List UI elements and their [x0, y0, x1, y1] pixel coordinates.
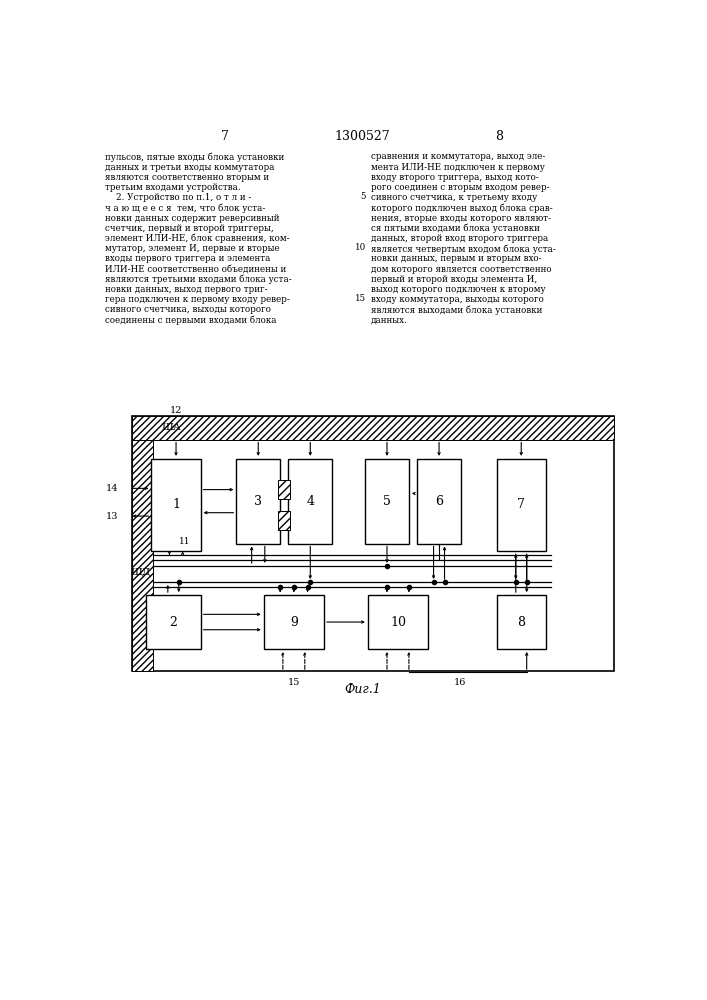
Text: сравнения и коммутатора, выход эле-: сравнения и коммутатора, выход эле- [370, 152, 545, 161]
Text: 11: 11 [179, 537, 190, 546]
Text: являются третьими входами блока уста-: являются третьими входами блока уста- [105, 275, 291, 284]
Text: входы первого триггера и элемента: входы первого триггера и элемента [105, 254, 270, 263]
Bar [146, 595, 201, 649]
Text: 8: 8 [518, 616, 525, 629]
Bar [132, 416, 614, 440]
Text: 7: 7 [221, 130, 229, 143]
Text: 1300527: 1300527 [334, 130, 390, 143]
Text: 15: 15 [288, 678, 300, 687]
Text: 5: 5 [361, 192, 366, 201]
Text: данных и третьи входы коммутатора: данных и третьи входы коммутатора [105, 163, 274, 172]
Bar [264, 595, 324, 649]
Text: первый и второй входы элемента И,: первый и второй входы элемента И, [370, 275, 537, 284]
Text: 12: 12 [170, 406, 182, 415]
Text: ШД: ШД [130, 567, 151, 576]
Text: 9: 9 [290, 616, 298, 629]
Text: счетчик, первый и второй триггеры,: счетчик, первый и второй триггеры, [105, 224, 274, 233]
Text: данных.: данных. [370, 316, 407, 325]
Text: новки данных, выход первого триг-: новки данных, выход первого триг- [105, 285, 267, 294]
Text: Фиг.1: Фиг.1 [344, 683, 380, 696]
Text: 5: 5 [383, 495, 391, 508]
Text: 1: 1 [172, 498, 180, 512]
Text: дом которого является соответственно: дом которого является соответственно [370, 265, 551, 274]
Text: ИЛИ-НЕ соответственно объединены и: ИЛИ-НЕ соответственно объединены и [105, 265, 286, 274]
Text: входу второго триггера, выход кото-: входу второго триггера, выход кото- [370, 173, 539, 182]
Text: рого соединен с вторым входом ревер-: рого соединен с вторым входом ревер- [370, 183, 549, 192]
Bar [288, 459, 332, 544]
Text: входу коммутатора, выходы которого: входу коммутатора, выходы которого [370, 295, 544, 304]
Bar [132, 416, 614, 671]
Text: являются выходами блока установки: являются выходами блока установки [370, 305, 542, 315]
Text: мутатор, элемент И, первые и вторые: мутатор, элемент И, первые и вторые [105, 244, 279, 253]
Bar [365, 459, 409, 544]
Text: 3: 3 [255, 495, 262, 508]
Text: 8: 8 [496, 130, 503, 143]
Text: 4: 4 [306, 495, 315, 508]
Text: 13: 13 [106, 512, 119, 521]
Text: 2: 2 [170, 616, 177, 629]
Bar [417, 459, 461, 544]
Text: которого подключен выход блока срав-: которого подключен выход блока срав- [370, 203, 552, 213]
Bar [279, 480, 291, 499]
Text: сивного счетчика, к третьему входу: сивного счетчика, к третьему входу [370, 193, 537, 202]
Bar [279, 511, 291, 530]
Text: 16: 16 [453, 678, 466, 687]
Text: 14: 14 [106, 484, 119, 493]
Text: является четвертым входом блока уста-: является четвертым входом блока уста- [370, 244, 556, 254]
Bar [368, 595, 428, 649]
Text: ч а ю щ е е с я  тем, что блок уста-: ч а ю щ е е с я тем, что блок уста- [105, 203, 265, 213]
Bar [496, 595, 546, 649]
Text: новки данных содержит реверсивный: новки данных содержит реверсивный [105, 214, 279, 223]
Text: 6: 6 [435, 495, 443, 508]
Text: являются соответственно вторым и: являются соответственно вторым и [105, 173, 269, 182]
Text: 7: 7 [518, 498, 525, 512]
Text: соединены с первыми входами блока: соединены с первыми входами блока [105, 316, 276, 325]
Text: 10: 10 [355, 243, 366, 252]
Text: элемент ИЛИ-НЕ, блок сравнения, ком-: элемент ИЛИ-НЕ, блок сравнения, ком- [105, 234, 289, 243]
Text: новки данных, первым и вторым вхо-: новки данных, первым и вторым вхо- [370, 254, 541, 263]
Bar [496, 459, 546, 551]
Text: 10: 10 [390, 616, 406, 629]
Text: мента ИЛИ-НЕ подключен к первому: мента ИЛИ-НЕ подключен к первому [370, 163, 544, 172]
Bar [132, 416, 153, 671]
Text: выход которого подключен к второму: выход которого подключен к второму [370, 285, 545, 294]
Bar [151, 459, 201, 551]
Text: 2. Устройство по п.1, о т л и -: 2. Устройство по п.1, о т л и - [105, 193, 251, 202]
Text: гера подключен к первому входу ревер-: гера подключен к первому входу ревер- [105, 295, 290, 304]
Text: 15: 15 [355, 294, 366, 303]
Bar [236, 459, 280, 544]
Text: нения, вторые входы которого являют-: нения, вторые входы которого являют- [370, 214, 551, 223]
Text: ся пятыми входами блока установки: ся пятыми входами блока установки [370, 224, 539, 233]
Text: сивного счетчика, выходы которого: сивного счетчика, выходы которого [105, 305, 271, 314]
Text: пульсов, пятые входы блока установки: пульсов, пятые входы блока установки [105, 152, 284, 162]
Text: третьим входами устройства.: третьим входами устройства. [105, 183, 240, 192]
Text: ША: ША [161, 424, 181, 432]
Text: данных, второй вход второго триггера: данных, второй вход второго триггера [370, 234, 548, 243]
